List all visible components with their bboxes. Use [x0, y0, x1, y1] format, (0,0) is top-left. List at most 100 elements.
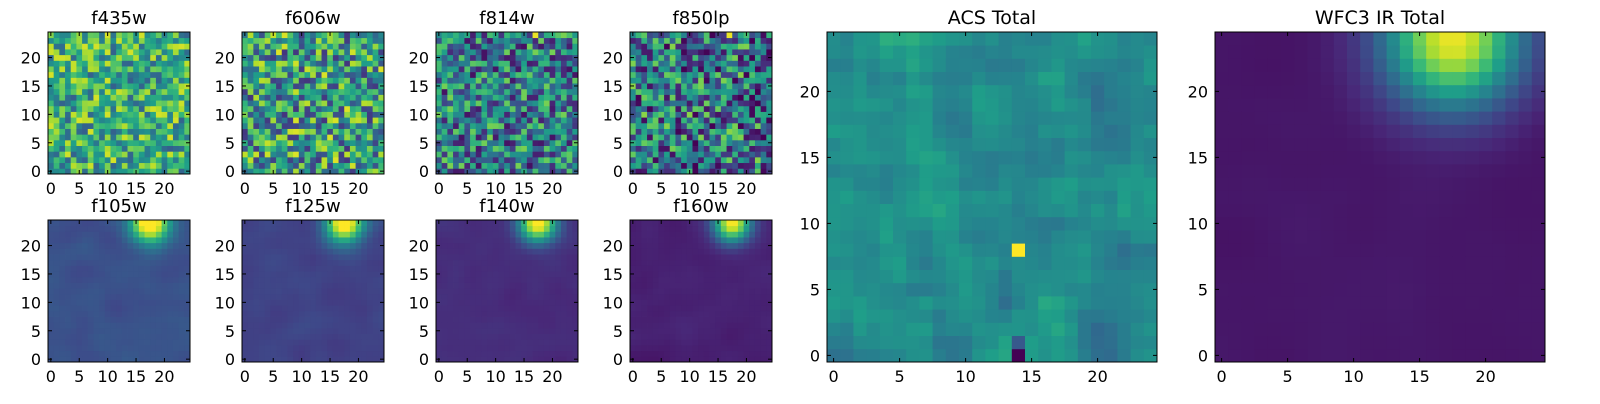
heatmap-cell: [636, 100, 642, 106]
heatmap-cell: [48, 277, 54, 283]
heatmap-cell: [738, 94, 744, 100]
heatmap-cell: [54, 237, 60, 243]
heatmap-cell: [248, 168, 254, 174]
heatmap-cell: [521, 157, 527, 163]
heatmap-cell: [139, 77, 145, 83]
heatmap-cell: [498, 100, 504, 106]
heatmap-cell: [749, 134, 755, 140]
heatmap-cell: [755, 334, 761, 340]
heatmap-cell: [550, 100, 556, 106]
heatmap-cell: [276, 106, 282, 112]
heatmap-cell: [270, 322, 276, 328]
heatmap-cell: [356, 60, 362, 66]
heatmap-cell: [156, 248, 162, 254]
heatmap-cell: [344, 282, 350, 288]
heatmap-cell: [242, 339, 248, 345]
heatmap-cell: [704, 288, 710, 294]
y-tick-label: 10: [603, 105, 623, 124]
heatmap-cell: [54, 106, 60, 112]
heatmap-cell: [76, 129, 82, 135]
heatmap-cell: [82, 106, 88, 112]
heatmap-cell: [766, 305, 772, 311]
heatmap-cell: [721, 43, 727, 49]
heatmap-cell: [521, 265, 527, 271]
heatmap-cell: [344, 60, 350, 66]
heatmap-cell: [76, 277, 82, 283]
heatmap-cell: [361, 151, 367, 157]
heatmap-cell: [156, 89, 162, 95]
heatmap-cell: [316, 277, 322, 283]
heatmap-cell: [293, 89, 299, 95]
heatmap-cell: [641, 66, 647, 72]
heatmap-cell: [156, 311, 162, 317]
heatmap-cell: [704, 129, 710, 135]
heatmap-cell: [692, 339, 698, 345]
heatmap-cell: [282, 305, 288, 311]
heatmap-cell: [265, 43, 271, 49]
heatmap-cell: [476, 248, 482, 254]
heatmap-cell: [442, 157, 448, 163]
heatmap-cell: [248, 243, 254, 249]
heatmap-cell: [167, 83, 173, 89]
heatmap-cell: [561, 339, 567, 345]
heatmap-cell: [504, 282, 510, 288]
heatmap-cell: [287, 288, 293, 294]
heatmap-cell: [173, 294, 179, 300]
heatmap-cell: [766, 151, 772, 157]
heatmap-cell: [139, 294, 145, 300]
heatmap-cell: [555, 140, 561, 146]
heatmap-cell: [310, 94, 316, 100]
heatmap-cell: [641, 339, 647, 345]
heatmap-cell: [356, 294, 362, 300]
heatmap-cell: [184, 248, 190, 254]
heatmap-cell: [555, 146, 561, 152]
heatmap-cell: [139, 288, 145, 294]
heatmap-cell: [544, 226, 550, 232]
heatmap-cell: [93, 117, 99, 123]
heatmap-cell: [54, 146, 60, 152]
heatmap-cell: [675, 334, 681, 340]
heatmap-cell: [265, 334, 271, 340]
heatmap-cell: [93, 77, 99, 83]
heatmap-cell: [527, 271, 533, 277]
heatmap-cell: [333, 112, 339, 118]
heatmap-cell: [544, 277, 550, 283]
heatmap-cell: [173, 356, 179, 362]
heatmap-cell: [299, 140, 305, 146]
heatmap-cell: [516, 265, 522, 271]
heatmap-cell: [692, 43, 698, 49]
heatmap-cell: [287, 112, 293, 118]
heatmap-cell: [76, 260, 82, 266]
heatmap-cell: [715, 129, 721, 135]
heatmap-cell: [533, 311, 539, 317]
heatmap-cell: [333, 311, 339, 317]
heatmap-cell: [561, 288, 567, 294]
heatmap-cell: [527, 351, 533, 357]
heatmap-cell: [145, 94, 151, 100]
heatmap-cell: [253, 43, 259, 49]
heatmap-cell: [356, 112, 362, 118]
heatmap-cell: [356, 271, 362, 277]
heatmap-cell: [527, 305, 533, 311]
heatmap-cell: [76, 38, 82, 44]
heatmap-cell: [310, 328, 316, 334]
heatmap-cell: [276, 220, 282, 226]
heatmap-cell: [156, 345, 162, 351]
heatmap-cell: [538, 151, 544, 157]
heatmap-cell: [378, 157, 384, 163]
heatmap-cell: [732, 32, 738, 38]
heatmap-cell: [162, 60, 168, 66]
heatmap-cell: [167, 220, 173, 226]
heatmap-cell: [82, 163, 88, 169]
heatmap-cell: [299, 334, 305, 340]
heatmap-cell: [265, 151, 271, 157]
heatmap-cell: [732, 66, 738, 72]
heatmap-cell: [333, 129, 339, 135]
heatmap-cell: [442, 129, 448, 135]
heatmap-cell: [493, 226, 499, 232]
heatmap-cell: [265, 271, 271, 277]
heatmap-cell: [504, 328, 510, 334]
heatmap-cell: [316, 311, 322, 317]
heatmap-cell: [692, 277, 698, 283]
heatmap-cell: [333, 100, 339, 106]
